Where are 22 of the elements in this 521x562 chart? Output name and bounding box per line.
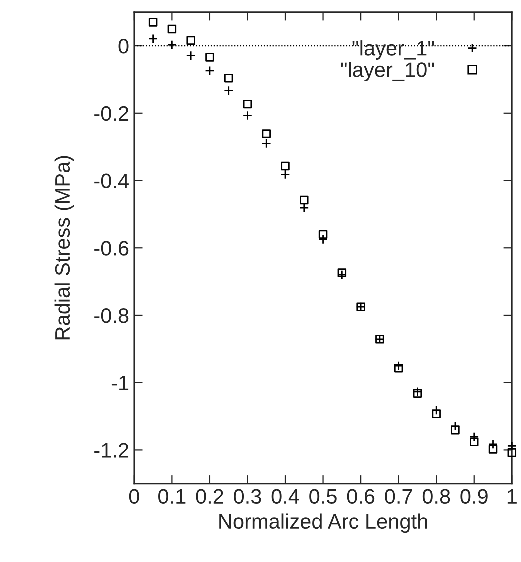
y-tick-label: -1.2 <box>94 443 129 458</box>
x-tick-label: 0.1 <box>158 489 186 504</box>
x-tick-label: 0.6 <box>347 489 375 504</box>
y-tick-label: -1 <box>112 376 129 390</box>
legend-label: "layer_1" <box>352 40 434 60</box>
x-tick-label: 0 <box>129 489 140 504</box>
x-tick-label: 0.4 <box>272 489 300 504</box>
y-tick-label: -0.4 <box>94 174 129 189</box>
x-tick-label: 0.8 <box>422 489 450 504</box>
x-tick-label: 0.3 <box>234 489 262 504</box>
x-tick-label: 1 <box>508 490 517 504</box>
x-tick-label: 0.9 <box>460 489 488 504</box>
legend-label: "layer_10" <box>341 62 434 82</box>
x-axis-title: Normalized Arc Length <box>220 514 428 534</box>
x-tick-label: 0.2 <box>196 489 224 504</box>
x-tick-label: 0.7 <box>385 489 412 504</box>
x-tick-label: 0.5 <box>310 489 337 504</box>
y-tick-label: -0.2 <box>94 106 129 122</box>
y-tick-label: -0.8 <box>94 308 129 324</box>
y-tick-label: -0.6 <box>94 241 129 256</box>
y-tick-label: 0 <box>118 39 129 54</box>
y-axis-title: Radial Stress (MPa) <box>54 156 74 340</box>
